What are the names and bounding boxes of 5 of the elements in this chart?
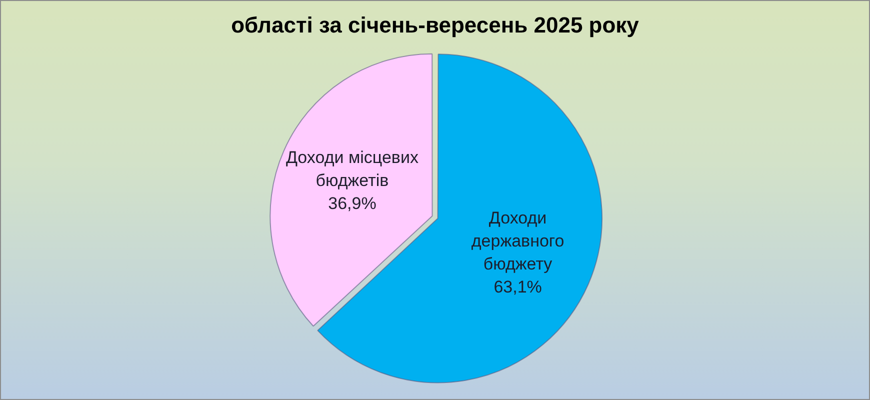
data-label: 63,1%	[494, 278, 542, 297]
slice-label: Доходи державного бюджету	[471, 208, 564, 274]
chart-title: області за січень-вересень 2025 року	[231, 12, 640, 38]
data-label: 36,9%	[328, 194, 376, 213]
slice-label: Доходи місцевих бюджетів	[286, 148, 419, 190]
